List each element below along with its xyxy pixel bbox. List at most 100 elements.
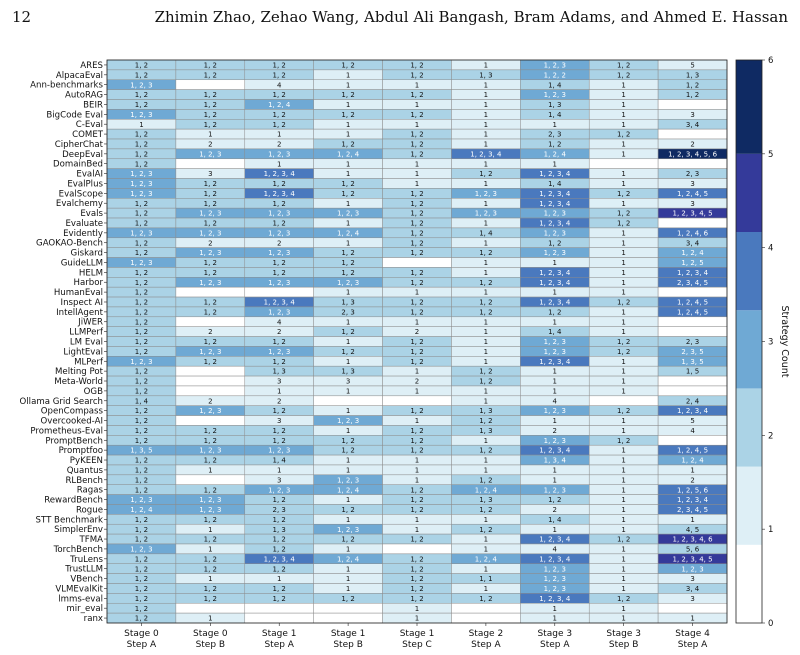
- heatmap-cell: [313, 395, 383, 406]
- cell-label: 1, 3: [479, 407, 492, 415]
- heatmap-cell: [382, 257, 452, 268]
- row-label: EvalAI: [76, 170, 103, 180]
- cell-label: 1, 2: [135, 160, 148, 168]
- colorbar-segment: [736, 153, 762, 232]
- cell-label: 1: [553, 121, 557, 129]
- cell-label: 1, 2: [479, 506, 492, 514]
- cell-label: 1: [553, 476, 557, 484]
- cell-label: 1, 2: [135, 279, 148, 287]
- cell-label: 1: [484, 387, 488, 395]
- cell-label: 1: [415, 318, 419, 326]
- cell-label: 1, 2: [135, 615, 148, 623]
- cell-label: 1, 2: [273, 121, 286, 129]
- cell-label: 1, 2, 3, 4, 5, 6: [668, 150, 718, 158]
- cell-label: 1, 2: [410, 575, 423, 583]
- column-step-label: Step B: [609, 640, 639, 650]
- column-step-label: Step B: [333, 640, 363, 650]
- cell-label: 1: [208, 546, 212, 554]
- cell-label: 1: [621, 546, 625, 554]
- cell-label: 2: [553, 506, 557, 514]
- cell-label: 4: [277, 81, 282, 89]
- row-label: C-Eval: [76, 120, 103, 130]
- cell-label: 1, 2, 3, 4, 5: [673, 555, 713, 563]
- heatmap-cell: [175, 286, 246, 298]
- cell-label: 5: [690, 62, 694, 70]
- cell-label: 3, 4: [686, 121, 700, 129]
- colorbar-tick-label: 5: [768, 150, 773, 160]
- heatmap-cell: [244, 602, 314, 614]
- cell-label: 1, 2: [273, 338, 286, 346]
- cell-label: 1, 2, 3, 4: [539, 220, 571, 228]
- cell-label: 4: [277, 318, 282, 326]
- heatmap-cell: [657, 217, 728, 229]
- cell-label: 1, 2: [548, 308, 561, 316]
- cell-label: 1, 2: [410, 239, 423, 247]
- cell-label: 1, 2, 4: [337, 486, 360, 494]
- cell-label: 1, 2: [204, 457, 217, 465]
- row-label: Evals: [80, 209, 103, 219]
- cell-label: 1: [621, 91, 625, 99]
- cell-label: 3, 4: [686, 239, 700, 247]
- cell-label: 2, 3, 5: [681, 348, 703, 356]
- heatmap-cell: [244, 612, 314, 624]
- cell-label: 1: [484, 141, 488, 149]
- cell-label: 1, 2: [341, 536, 354, 544]
- row-label: SimplerEnv: [54, 525, 103, 535]
- cell-label: 1, 2, 3: [268, 447, 290, 455]
- column-stage-label: Stage 2: [469, 629, 504, 639]
- cell-label: 1, 2: [617, 437, 630, 445]
- cell-label: 1: [690, 516, 694, 524]
- cell-label: 1, 2: [410, 229, 423, 237]
- cell-label: 1: [621, 526, 625, 534]
- cell-label: 1, 2: [341, 595, 354, 603]
- cell-label: 1, 2: [135, 585, 148, 593]
- row-label: LM Eval: [70, 338, 103, 348]
- row-label: EvalPlus: [67, 179, 103, 189]
- cell-label: 1, 2: [479, 249, 492, 257]
- row-label: GAOKAO-Bench: [36, 239, 103, 249]
- cell-label: 1: [484, 457, 488, 465]
- cell-label: 1, 2, 3: [199, 210, 221, 218]
- row-label: OpenCompass: [41, 407, 104, 417]
- cell-label: 3: [690, 180, 694, 188]
- cell-label: 2, 3: [686, 170, 699, 178]
- cell-label: 1, 2, 3: [544, 210, 566, 218]
- cell-label: 2, 4: [686, 397, 700, 405]
- cell-label: 1: [484, 62, 488, 70]
- cell-label: 1, 2: [410, 358, 423, 366]
- cell-label: 1, 2: [341, 506, 354, 514]
- cell-label: 1: [208, 131, 212, 139]
- cell-label: 1, 2: [135, 131, 148, 139]
- cell-label: 1, 2, 3: [199, 447, 221, 455]
- cell-label: 1, 2, 3: [199, 496, 221, 504]
- cell-label: 1, 2: [410, 279, 423, 287]
- cell-label: 1, 3: [479, 496, 492, 504]
- cell-label: 1: [484, 397, 488, 405]
- cell-label: 1, 2: [273, 427, 286, 435]
- cell-label: 1, 2, 3: [268, 210, 290, 218]
- heatmap-cell: [657, 435, 728, 446]
- cell-label: 1, 2: [273, 358, 286, 366]
- cell-label: 1, 2: [617, 62, 630, 70]
- cell-label: 1, 2: [341, 190, 354, 198]
- cell-label: 1, 2, 3: [544, 585, 566, 593]
- cell-label: 1, 2: [273, 496, 286, 504]
- cell-label: 1: [621, 447, 625, 455]
- cell-label: 2: [208, 397, 212, 405]
- cell-label: 1: [553, 467, 557, 475]
- cell-label: 1, 3: [273, 526, 286, 534]
- cell-label: 1: [346, 170, 350, 178]
- cell-label: 1, 2: [548, 496, 561, 504]
- cell-label: 1, 2: [135, 101, 148, 109]
- cell-label: 1: [621, 81, 625, 89]
- cell-label: 1: [346, 516, 350, 524]
- cell-label: 1, 3: [341, 368, 354, 376]
- cell-label: 1, 2: [341, 249, 354, 257]
- cell-label: 1, 2: [204, 308, 217, 316]
- cell-label: 1, 2, 3: [268, 348, 290, 356]
- colorbar-tick-label: 6: [768, 56, 773, 66]
- column-step-label: Step A: [471, 640, 501, 650]
- cell-label: 1, 2: [204, 111, 217, 119]
- cell-label: 1, 2, 3: [199, 279, 221, 287]
- cell-label: 1, 2, 3, 4: [539, 200, 571, 208]
